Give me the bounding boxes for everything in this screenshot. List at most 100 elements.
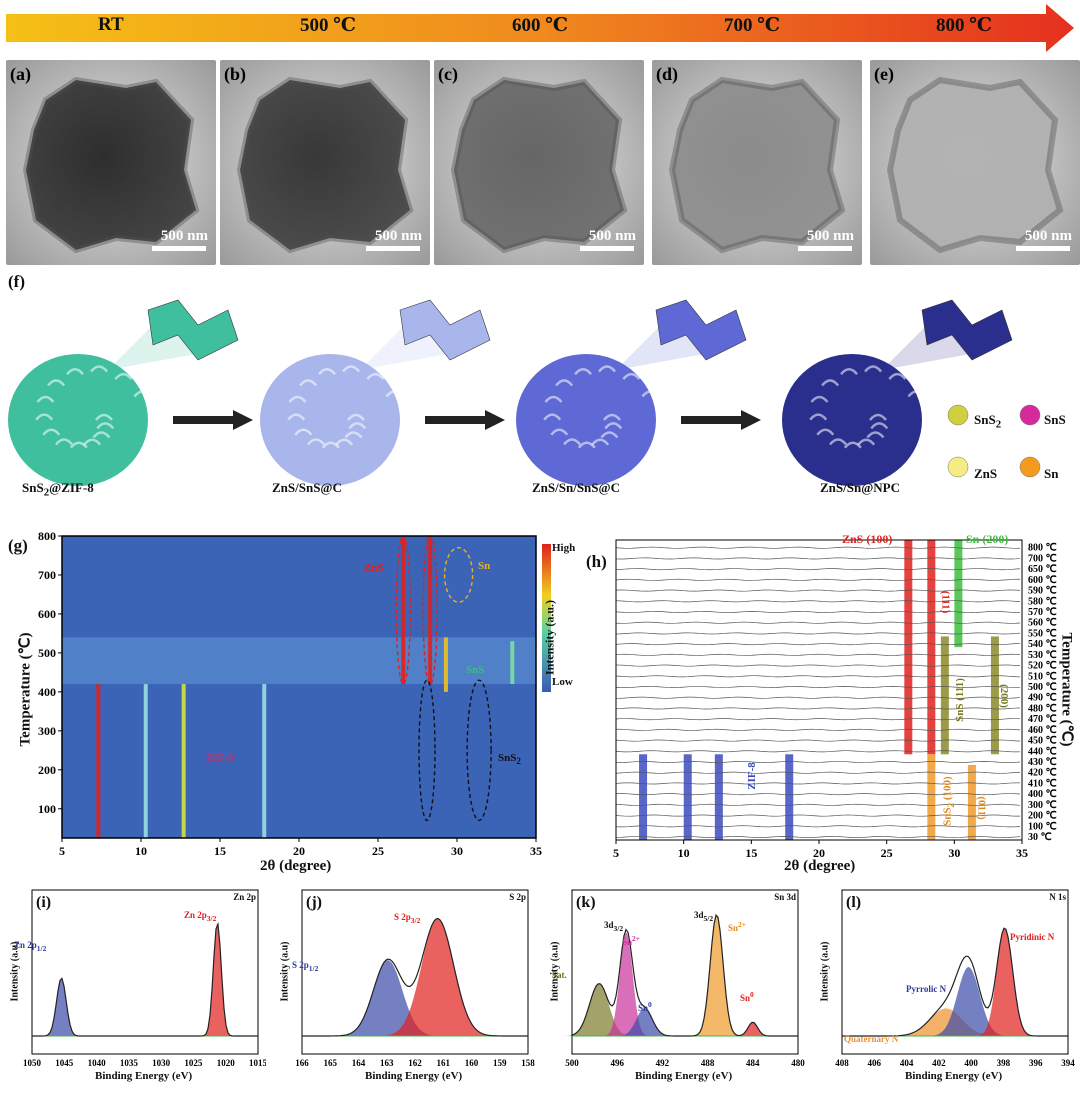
temp-trace-label: 500 ℃ [1028,682,1057,693]
x-tick-label: 164 [352,1058,366,1068]
g-ylabel: Temperature (℃) [17,632,34,747]
temp-trace-label: 700 ℃ [1028,553,1057,564]
panel-g-label: (g) [8,536,28,555]
xrd-trace [615,771,1021,774]
particle-flake [307,438,325,446]
flake-closeup [655,299,747,361]
xrd-trace [615,675,1021,678]
diffraction-streak [443,637,448,692]
particle-flake [287,413,306,421]
xps-peak-label: Zn 2p3/2 [184,910,217,923]
particle-flake [577,441,596,449]
particle-flake [90,365,109,373]
diffraction-streak [181,684,186,838]
xps-peak-label: 3d3/2 [604,920,624,933]
x-tick-label: 1015 [249,1058,266,1068]
xps-peak-label: Sn2+ [728,920,747,933]
xrd-trace [615,643,1021,646]
x-tick-label: 500 [565,1058,579,1068]
xps-peak-label: Sn2+ [622,934,641,947]
h-xlabel: 2θ (degree) [784,858,856,874]
xps-xlabel: Binding Energy (eV) [95,1070,193,1082]
xrd-trace [615,621,1021,624]
process-arrow [425,410,505,430]
peak-marker-band [990,636,999,755]
temp-trace-label: 650 ℃ [1028,564,1057,575]
tem-image [652,60,862,265]
particle-flake [843,441,862,449]
particle-flake [857,438,876,446]
xrd-trace [615,578,1021,581]
x-tick-label: 398 [997,1058,1011,1068]
xrd-trace [615,761,1021,763]
zoom-cone [616,320,726,370]
diffraction-streak [262,684,267,838]
scale-bar-label: 500 nm [806,228,854,244]
particle-flake [574,368,593,376]
scale-bar-label: 500 nm [374,228,422,244]
process-arrow [681,410,761,430]
xps-fit-peak [610,1008,678,1036]
x-tick-label: 1045 [55,1058,74,1068]
x-tick-label: 159 [493,1058,507,1068]
xps-envelope [842,927,1068,1037]
xps-fit-peak [732,1022,773,1036]
particle-flake [92,431,111,439]
tem-panel-label: (a) [10,64,31,84]
y-tick-label: 700 [38,568,56,582]
colorbar-low: Low [552,676,573,688]
g-sns-annot: SnS [466,664,485,676]
h-zns100-label: ZnS (100) [842,532,893,546]
xrd-trace [615,696,1021,699]
scale-bar [366,246,420,251]
particle-body [782,354,922,486]
particle-flake [335,438,354,446]
xrd-trace [615,568,1021,571]
xps-frame [841,889,1069,1055]
tem-panel-label: (d) [656,64,678,84]
particle-flake [809,413,828,421]
particle-flake [907,390,926,398]
particle-flake [866,431,885,439]
legend-sns2-label: SnS2 [974,412,1002,431]
legend-swatch [1019,404,1041,426]
particle-flake [96,422,115,430]
tem-panel: (a) 500 nm [6,60,216,265]
xps-panel-title: Sn 3d [774,892,796,902]
g-zif8-annot: ZIF-8 [206,752,234,764]
tem-panel: (e) 500 nm [870,60,1080,265]
xps-frame [31,889,259,1055]
xrd-trace [615,718,1021,721]
xrd-trace [615,686,1021,688]
xrd-trace [615,750,1021,753]
h-zif8-label: ZIF-8 [745,762,758,790]
y-tick-label: 100 [38,802,56,816]
y-tick-label: 200 [38,763,56,777]
y-tick-label: 300 [38,724,56,738]
particle-flake [42,428,61,436]
x-tick-label: 30 [451,844,463,858]
xps-fit-peak [921,967,1015,1036]
h-sns111-label: SnS (111) [953,678,966,722]
xps-panel: 166 165 164 163 162 161 160 159 158 (j) S 2p Bindin… [274,882,536,1094]
xps-spectrum: 500 496 492 488 484 480 [558,889,805,1068]
tem-image [434,60,644,265]
phase-outline [466,679,492,822]
scale-bar [580,246,634,251]
legend-sn-label: Sn [1044,466,1059,481]
x-tick-label: 163 [380,1058,394,1068]
particle-flake [550,428,569,436]
g-sn-annot: Sn [478,560,491,572]
h-sn200-label: Sn (200) [966,532,1009,546]
peak-marker-band [967,765,976,840]
xps-panel: 1050 1045 1040 1035 1030 1025 1020 1015 (i) Zn 2p… [4,882,268,1094]
particle-flake [299,379,318,387]
temp-trace-label: 200 ℃ [1028,811,1057,822]
x-tick-label: 35 [530,844,542,858]
tem-panel-label: (e) [874,64,894,84]
temp-label-600: 600 ℃ [512,15,569,36]
xps-fit-peak [599,932,653,1036]
tem-panel-label: (b) [224,64,246,84]
x-tick-label: 1030 [152,1058,171,1068]
xrd-trace [615,814,1021,817]
